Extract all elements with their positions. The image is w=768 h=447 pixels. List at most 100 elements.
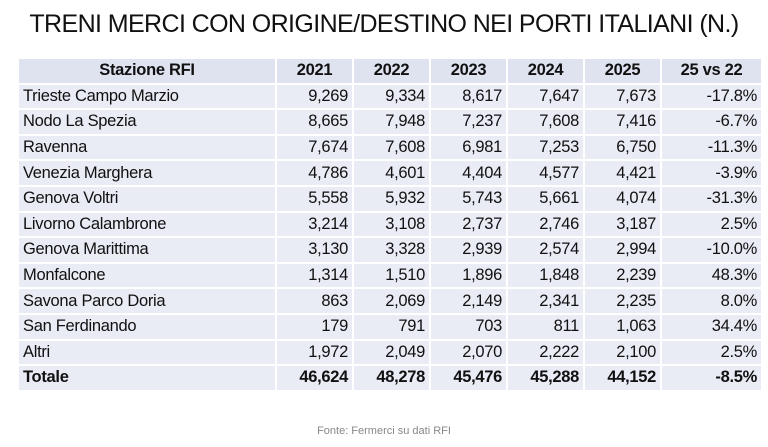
value-cell: -6.7% xyxy=(660,108,763,136)
table-row: Venezia Marghera 4,786 4,601 4,404 4,577 4,42… xyxy=(17,159,763,187)
value-cell: 5,743 xyxy=(429,184,508,213)
value-cell: 7,647 xyxy=(506,82,585,111)
value-cell: 44,152 xyxy=(583,364,662,392)
column-header: 2025 xyxy=(583,57,662,85)
station-name-cell: Altri xyxy=(17,338,277,367)
value-cell: 48,278 xyxy=(352,364,431,392)
value-cell: 4,404 xyxy=(429,159,508,187)
value-cell: 2,149 xyxy=(429,287,508,315)
value-cell: 3,328 xyxy=(352,236,431,264)
value-cell: 1,848 xyxy=(506,261,585,290)
value-cell: -11.3% xyxy=(660,133,763,162)
value-cell: -17.8% xyxy=(660,82,763,111)
value-cell: 703 xyxy=(429,312,508,341)
value-cell: 1,896 xyxy=(429,261,508,290)
station-name-cell: Livorno Calambrone xyxy=(17,210,277,239)
value-cell: 5,661 xyxy=(506,184,585,213)
value-cell: 3,108 xyxy=(352,210,431,239)
value-cell: 6,750 xyxy=(583,133,662,162)
value-cell: 4,074 xyxy=(583,184,662,213)
table-row: San Ferdinando 179 791 703 811 1,063 34.4% xyxy=(17,312,763,341)
column-header: 2022 xyxy=(352,57,431,85)
value-cell: 2,994 xyxy=(583,236,662,264)
value-cell: 8.0% xyxy=(660,287,763,315)
station-name-cell: Nodo La Spezia xyxy=(17,108,277,136)
table-row: Savona Parco Doria 863 2,069 2,149 2,341 2,23… xyxy=(17,287,763,315)
value-cell: 1,314 xyxy=(275,261,354,290)
station-name-cell: San Ferdinando xyxy=(17,312,277,341)
value-cell: 2,235 xyxy=(583,287,662,315)
table-row: Genova Voltri 5,558 5,932 5,743 5,661 4,074 -3… xyxy=(17,184,763,213)
column-header: Stazione RFI xyxy=(17,57,277,85)
value-cell: 45,288 xyxy=(506,364,585,392)
value-cell: 6,981 xyxy=(429,133,508,162)
value-cell: 1,063 xyxy=(583,312,662,341)
value-cell: 2,222 xyxy=(506,338,585,367)
value-cell: 7,416 xyxy=(583,108,662,136)
value-cell: 4,577 xyxy=(506,159,585,187)
value-cell: -8.5% xyxy=(660,364,763,392)
value-cell: 3,187 xyxy=(583,210,662,239)
value-cell: 46,624 xyxy=(275,364,354,392)
value-cell: 7,608 xyxy=(506,108,585,136)
value-cell: 2.5% xyxy=(660,338,763,367)
value-cell: 9,334 xyxy=(352,82,431,111)
value-cell: 791 xyxy=(352,312,431,341)
value-cell: 48.3% xyxy=(660,261,763,290)
value-cell: 7,237 xyxy=(429,108,508,136)
station-name-cell: Genova Marittima xyxy=(17,236,277,264)
value-cell: 3,130 xyxy=(275,236,354,264)
value-cell: 2.5% xyxy=(660,210,763,239)
table-row: Trieste Campo Marzio 9,269 9,334 8,617 7,647… xyxy=(17,82,763,111)
value-cell: 3,214 xyxy=(275,210,354,239)
value-cell: 2,939 xyxy=(429,236,508,264)
value-cell: 2,746 xyxy=(506,210,585,239)
station-name-cell: Savona Parco Doria xyxy=(17,287,277,315)
value-cell: -10.0% xyxy=(660,236,763,264)
station-name-cell: Venezia Marghera xyxy=(17,159,277,187)
data-table: Stazione RFI 2021 2022 2023 2024 2025 25 vs 22… xyxy=(17,57,763,392)
value-cell: 4,601 xyxy=(352,159,431,187)
table-header-row: Stazione RFI 2021 2022 2023 2024 2025 25 vs 22 xyxy=(17,57,763,85)
value-cell: 4,786 xyxy=(275,159,354,187)
station-name-cell: Trieste Campo Marzio xyxy=(17,82,277,111)
table-row: Livorno Calambrone 3,214 3,108 2,737 2,746 3,… xyxy=(17,210,763,239)
value-cell: 7,674 xyxy=(275,133,354,162)
value-cell: 34.4% xyxy=(660,312,763,341)
table-row: Nodo La Spezia 8,665 7,948 7,237 7,608 7,416-… xyxy=(17,108,763,136)
value-cell: 2,069 xyxy=(352,287,431,315)
value-cell: 2,239 xyxy=(583,261,662,290)
station-name-cell: Ravenna xyxy=(17,133,277,162)
table-row: Ravenna 7,674 7,608 6,981 7,253 6,750 -11.3% xyxy=(17,133,763,162)
table-row: Altri 1,972 2,049 2,070 2,222 2,100 2.5% xyxy=(17,338,763,367)
value-cell: 2,100 xyxy=(583,338,662,367)
value-cell: 179 xyxy=(275,312,354,341)
value-cell: -3.9% xyxy=(660,159,763,187)
total-row: Totale 46,624 48,278 45,476 45,288 44,152 -8.5… xyxy=(17,364,763,392)
value-cell: 2,049 xyxy=(352,338,431,367)
value-cell: 2,070 xyxy=(429,338,508,367)
column-header: 2024 xyxy=(506,57,585,85)
value-cell: 1,510 xyxy=(352,261,431,290)
column-header: 25 vs 22 xyxy=(660,57,763,85)
value-cell: 8,617 xyxy=(429,82,508,111)
column-header: 2021 xyxy=(275,57,354,85)
value-cell: 7,948 xyxy=(352,108,431,136)
column-header: 2023 xyxy=(429,57,508,85)
value-cell: 2,737 xyxy=(429,210,508,239)
value-cell: 1,972 xyxy=(275,338,354,367)
source-note: Fonte: Fermerci su dati RFI xyxy=(317,425,451,437)
station-name-cell: Monfalcone xyxy=(17,261,277,290)
table-row: Genova Marittima 3,130 3,328 2,939 2,574 2,99… xyxy=(17,236,763,264)
value-cell: 5,558 xyxy=(275,184,354,213)
station-name-cell: Genova Voltri xyxy=(17,184,277,213)
value-cell: 7,608 xyxy=(352,133,431,162)
page-title: TRENI MERCI CON ORIGINE/DESTINO NEI PORT… xyxy=(29,10,739,38)
value-cell: 811 xyxy=(506,312,585,341)
value-cell: 7,253 xyxy=(506,133,585,162)
station-name-cell: Totale xyxy=(17,364,277,392)
value-cell: 8,665 xyxy=(275,108,354,136)
value-cell: 2,341 xyxy=(506,287,585,315)
table-row: Monfalcone 1,314 1,510 1,896 1,848 2,239 48.3% xyxy=(17,261,763,290)
value-cell: -31.3% xyxy=(660,184,763,213)
